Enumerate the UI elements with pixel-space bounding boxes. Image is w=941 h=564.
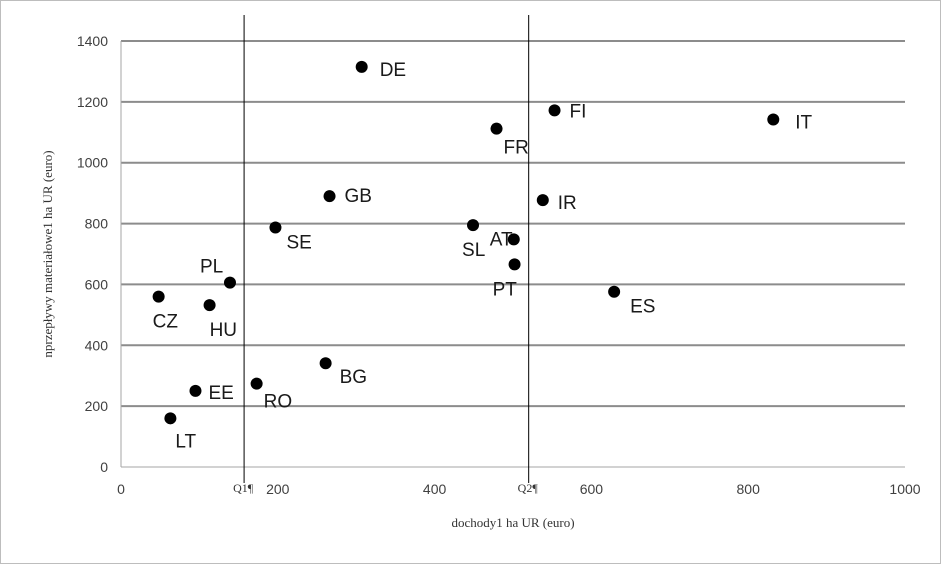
y-tick-label: 0 [100, 459, 108, 475]
data-point-it [767, 113, 780, 126]
point-label-ro: RO [264, 392, 293, 413]
quartile-label: Q2¶ [518, 481, 539, 495]
x-axis-title: dochody1 ha UR (euro) [451, 515, 574, 530]
y-tick-label: 600 [85, 276, 109, 292]
y-tick-label: 200 [85, 398, 109, 414]
point-label-fi: FI [570, 101, 587, 122]
data-point-gb [323, 190, 336, 203]
point-label-at: AT [490, 229, 513, 250]
point-label-pt: PT [493, 279, 518, 300]
data-point-fi [548, 104, 561, 117]
point-label-hu: HU [210, 320, 237, 341]
x-tick-label: 1000 [889, 481, 920, 497]
x-tick-label: 200 [266, 481, 290, 497]
y-tick-label: 400 [85, 337, 109, 353]
data-point-ee [189, 384, 202, 397]
data-point-bg [319, 357, 332, 370]
data-point-cz [152, 290, 165, 303]
y-axis-title: nprzepływy materiałowe1 ha UR (euro) [40, 150, 55, 357]
point-label-lt: LT [175, 431, 196, 452]
x-tick-label: 400 [423, 481, 447, 497]
point-label-pl: PL [200, 257, 223, 278]
data-point-lt [164, 412, 177, 425]
data-point-se [269, 221, 282, 234]
point-label-it: IT [795, 113, 812, 134]
quartile-label: Q1¶ [233, 481, 254, 495]
data-point-at [507, 233, 520, 246]
data-point-fr [490, 122, 503, 135]
y-tick-label: 800 [85, 216, 109, 232]
data-point-sl [467, 219, 480, 232]
x-tick-label: 0 [117, 481, 125, 497]
point-label-de: DE [380, 60, 406, 81]
point-label-gb: GB [345, 186, 372, 207]
y-tick-label: 1200 [77, 94, 108, 110]
data-point-de [355, 60, 368, 73]
x-tick-label: 600 [580, 481, 604, 497]
data-point-ir [536, 194, 549, 207]
point-label-ee: EE [208, 383, 233, 404]
data-point-pt [508, 258, 521, 271]
point-label-cz: CZ [153, 312, 179, 333]
point-label-sl: SL [462, 240, 485, 261]
x-tick-label: 800 [737, 481, 761, 497]
data-point-ro [250, 377, 263, 390]
y-tick-label: 1400 [77, 33, 108, 49]
data-point-hu [203, 299, 216, 312]
data-point-es [608, 285, 621, 298]
point-label-fr: FR [504, 138, 529, 159]
point-label-se: SE [286, 233, 311, 254]
data-point-pl [223, 276, 236, 289]
y-tick-label: 1000 [77, 155, 108, 171]
point-label-es: ES [630, 297, 655, 318]
point-label-bg: BG [340, 367, 367, 388]
point-label-ir: IR [558, 193, 577, 214]
